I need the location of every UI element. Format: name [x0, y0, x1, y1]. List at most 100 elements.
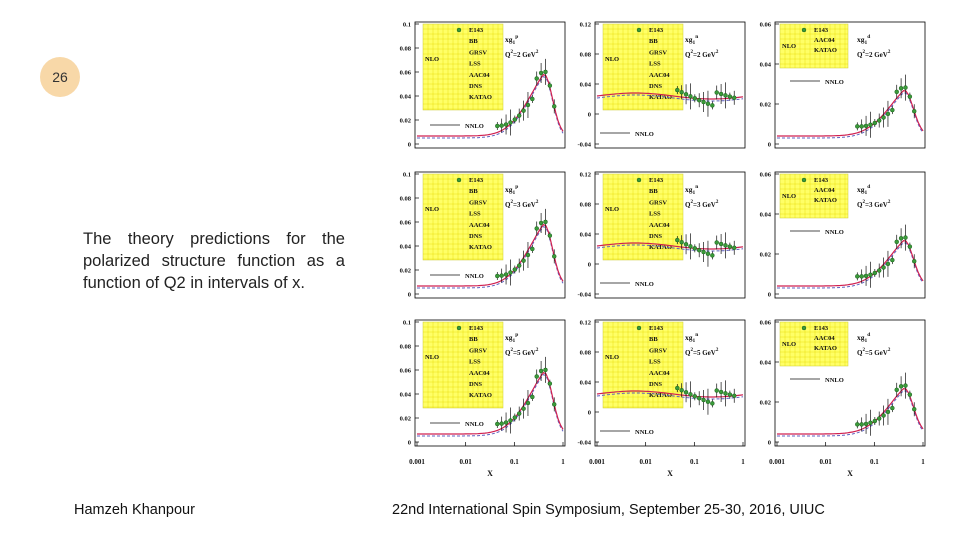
data-point — [907, 392, 913, 397]
legend-entry: GRSV — [649, 199, 667, 206]
data-point — [885, 261, 891, 267]
panel-q2: Q2=5 GeV2 — [685, 348, 719, 357]
y-tick-label: 0.12 — [580, 22, 591, 29]
data-point — [683, 242, 689, 247]
slide-number: 26 — [40, 57, 80, 97]
panel-5: 0.12 0.08 0.04 0 -0.04 E143 BB GRSV LSS AAC04 DNS K… — [577, 172, 746, 299]
data-point — [508, 270, 513, 275]
legend-entry: LSS — [469, 359, 481, 366]
x-tick-label: 0.1 — [870, 458, 879, 466]
nnlo-label: NNLO — [825, 377, 844, 384]
data-point — [552, 104, 557, 109]
legend-marker — [801, 325, 807, 331]
data-point — [710, 401, 715, 406]
data-point — [723, 93, 728, 98]
data-point — [903, 383, 908, 388]
y-tick-label: 0.06 — [400, 220, 412, 227]
legend-entry: AAC04 — [649, 370, 670, 377]
data-point — [692, 96, 698, 101]
panel-1: 0.1 0.08 0.06 0.04 0.02 0 E143 BB GRSV LSS AAC04 DN… — [400, 22, 566, 149]
data-point — [547, 83, 553, 88]
data-point — [859, 422, 864, 427]
data-point — [525, 252, 531, 258]
y-tick-label: 0.1 — [403, 172, 411, 179]
data-point — [688, 392, 693, 397]
x-tick-label: 0.1 — [510, 458, 519, 466]
data-point — [732, 245, 737, 250]
legend-entry: KATAO — [649, 94, 672, 101]
panel-label: xg1d — [857, 332, 870, 344]
data-point — [714, 388, 719, 393]
y-tick-label: 0 — [768, 440, 771, 447]
theory-curve — [777, 240, 924, 287]
data-point — [859, 124, 864, 129]
legend-nlo: NLO — [782, 43, 796, 50]
legend-entry: E143 — [469, 325, 484, 332]
legend-entry: BB — [469, 188, 478, 195]
panel-2: 0.12 0.08 0.04 0 -0.04 E143 BB GRSV LSS AAC04 DNS K… — [577, 22, 746, 149]
data-point — [898, 236, 904, 241]
legend-entry: DNS — [469, 83, 482, 90]
legend-entry: AAC04 — [814, 37, 835, 44]
legend-marker — [636, 27, 642, 33]
data-point — [516, 263, 522, 268]
nnlo-label: NNLO — [635, 429, 654, 436]
legend-entry: GRSV — [469, 199, 487, 206]
data-point — [714, 240, 719, 245]
data-point — [508, 418, 513, 423]
y-tick-label: 0.06 — [400, 70, 412, 77]
data-point — [912, 259, 917, 264]
data-point — [898, 86, 904, 91]
data-point — [679, 89, 684, 95]
theory-curve-alt — [596, 392, 744, 400]
data-point — [855, 422, 860, 427]
legend-entry: E143 — [814, 27, 829, 34]
data-point — [855, 274, 860, 279]
theory-curve — [596, 242, 744, 250]
data-point — [697, 248, 702, 253]
data-point — [705, 101, 711, 106]
data-point — [877, 118, 882, 123]
y-tick-label: -0.04 — [577, 142, 591, 149]
y-tick-label: 0.04 — [580, 380, 592, 387]
data-point — [863, 273, 869, 279]
data-point — [890, 257, 895, 263]
data-point — [727, 94, 733, 99]
data-point — [538, 70, 544, 76]
theory-curve-alt — [596, 244, 744, 252]
y-tick-label: 0.04 — [760, 360, 772, 367]
legend-nlo: NLO — [782, 193, 796, 200]
y-tick-label: 0.04 — [400, 392, 412, 399]
y-tick-label: 0.1 — [403, 320, 411, 327]
panel-9: 0.06 0.04 0.02 0 E143 AAC04 KATAO NLO xg1d Q2=5 G… — [760, 320, 926, 478]
data-point — [499, 273, 504, 278]
data-point — [863, 421, 869, 427]
footer-author: Hamzeh Khanpour — [74, 502, 195, 518]
y-tick-label: 0.04 — [400, 244, 412, 251]
legend-marker — [456, 325, 462, 331]
data-point — [710, 253, 715, 258]
data-point — [885, 409, 891, 415]
panel-8: 0.12 0.08 0.04 0 -0.04 E143 BB GRSV LSS AAC04 DNS K… — [577, 320, 746, 478]
y-tick-label: 0 — [588, 262, 591, 269]
y-tick-label: 0 — [768, 292, 771, 299]
panel-q2: Q2=3 GeV2 — [685, 200, 719, 209]
legend-entry: KATAO — [814, 47, 837, 54]
legend-entry: BB — [649, 336, 658, 343]
data-point — [495, 123, 500, 129]
slide-description: The theory predictions for the polarized… — [83, 230, 345, 292]
data-point — [877, 416, 882, 421]
data-point — [534, 76, 539, 81]
data-point — [516, 113, 522, 118]
data-point — [898, 384, 904, 389]
data-point — [732, 393, 737, 398]
data-point — [877, 268, 882, 273]
y-tick-label: 0 — [768, 142, 771, 149]
x-axis-label: X — [667, 469, 673, 478]
x-tick-label: 0.1 — [690, 458, 699, 466]
legend-entry: E143 — [814, 325, 829, 332]
x-tick-label: 1 — [561, 458, 565, 466]
x-tick-label: 0.01 — [460, 458, 473, 466]
legend-entry: DNS — [649, 233, 662, 240]
data-point — [701, 397, 706, 403]
